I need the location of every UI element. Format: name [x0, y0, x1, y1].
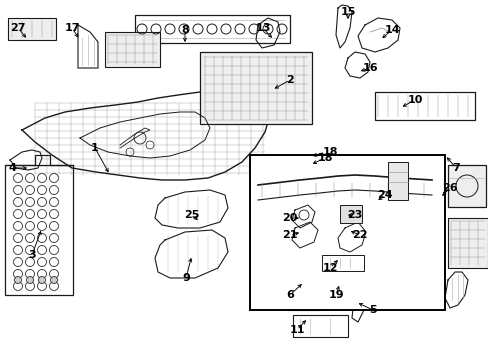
Text: 8: 8	[181, 25, 188, 35]
Text: 18: 18	[317, 153, 332, 163]
Text: 3: 3	[28, 250, 36, 260]
Circle shape	[15, 276, 21, 284]
Text: 12: 12	[322, 263, 337, 273]
Circle shape	[50, 276, 58, 284]
Bar	[249, 155, 444, 310]
Text: 25: 25	[184, 210, 199, 220]
Text: 18: 18	[322, 147, 337, 157]
Bar	[287, 268, 319, 310]
Text: 9: 9	[182, 273, 189, 283]
Text: 5: 5	[368, 305, 376, 315]
Text: 10: 10	[407, 95, 422, 105]
Text: 2: 2	[285, 75, 293, 85]
Bar	[387, 162, 407, 200]
Text: 11: 11	[289, 325, 304, 335]
Bar	[5, 165, 73, 295]
Text: 14: 14	[384, 25, 399, 35]
Bar	[200, 52, 311, 124]
Text: 19: 19	[327, 290, 343, 300]
Bar	[447, 165, 485, 207]
Text: 17: 17	[64, 23, 80, 33]
Text: 1: 1	[91, 143, 99, 153]
Text: 27: 27	[10, 23, 26, 33]
Bar	[135, 15, 289, 43]
Bar	[292, 315, 347, 337]
Bar	[105, 32, 160, 67]
Text: 24: 24	[376, 190, 392, 200]
Text: 21: 21	[282, 230, 297, 240]
Bar	[8, 18, 56, 40]
Bar	[339, 205, 361, 223]
Circle shape	[26, 276, 34, 284]
Bar	[374, 92, 474, 120]
Text: 22: 22	[351, 230, 367, 240]
Text: 6: 6	[285, 290, 293, 300]
Text: 26: 26	[441, 183, 457, 193]
Text: 4: 4	[8, 163, 16, 173]
Text: 20: 20	[282, 213, 297, 223]
Text: 23: 23	[346, 210, 362, 220]
Text: 13: 13	[255, 23, 270, 33]
Bar	[447, 218, 487, 268]
Text: 15: 15	[340, 7, 355, 17]
Circle shape	[39, 276, 45, 284]
Bar	[321, 255, 363, 271]
Text: 16: 16	[362, 63, 377, 73]
Text: 7: 7	[451, 163, 459, 173]
